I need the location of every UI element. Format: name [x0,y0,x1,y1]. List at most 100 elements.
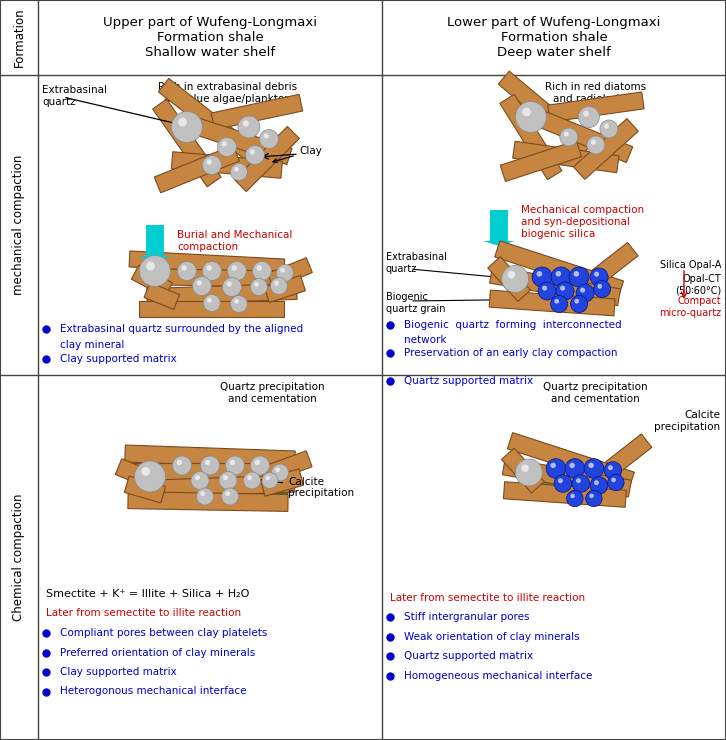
Text: Clay supported matrix: Clay supported matrix [60,667,176,677]
Circle shape [277,264,293,281]
Polygon shape [139,301,285,317]
Text: Biogenic  quartz  forming  interconnected: Biogenic quartz forming interconnected [404,320,621,330]
Text: Mechanical compaction
and syn-depositional
biogenic silica: Mechanical compaction and syn-deposition… [521,206,644,238]
Text: Later from semectite to illite reaction: Later from semectite to illite reaction [46,608,241,619]
Circle shape [221,488,239,505]
Circle shape [571,494,575,498]
Circle shape [550,462,556,468]
Polygon shape [547,92,644,122]
Text: Preservation of an early clay compaction: Preservation of an early clay compaction [404,348,618,358]
Polygon shape [211,94,303,130]
Circle shape [253,261,272,280]
Circle shape [594,272,599,277]
Circle shape [134,461,166,492]
Text: Clay: Clay [273,146,322,163]
Circle shape [574,271,579,277]
Circle shape [608,474,624,491]
Circle shape [207,159,212,164]
Text: Stiff intergranular pores: Stiff intergranular pores [404,612,529,622]
Text: Biogenic
quartz grain: Biogenic quartz grain [386,292,446,314]
Circle shape [560,128,578,146]
Circle shape [611,477,616,482]
Text: clay mineral: clay mineral [60,340,124,349]
Circle shape [146,262,155,270]
Circle shape [556,282,574,300]
Text: Silica Opal-A: Silica Opal-A [660,260,721,270]
Text: Calcite
precipitation: Calcite precipitation [254,477,354,499]
Circle shape [574,299,579,303]
Circle shape [197,280,202,286]
Circle shape [272,464,288,481]
Circle shape [569,462,575,468]
Circle shape [546,459,566,478]
Text: Rich in extrabasinal debris
and blue algae/plankton: Rich in extrabasinal debris and blue alg… [158,82,297,104]
Circle shape [250,456,269,475]
Circle shape [200,456,219,475]
Polygon shape [129,251,285,275]
Circle shape [515,459,542,486]
Circle shape [217,138,237,156]
Circle shape [264,133,269,138]
Circle shape [594,280,611,297]
Text: Quartz supported matrix: Quartz supported matrix [404,651,533,661]
Circle shape [223,475,228,480]
Polygon shape [488,257,531,301]
Circle shape [591,140,596,144]
Text: Rich in red diatoms
and radiolarians: Rich in red diatoms and radiolarians [544,82,646,104]
Circle shape [590,268,608,286]
Circle shape [532,267,552,287]
Polygon shape [500,141,582,181]
Circle shape [225,491,230,496]
Circle shape [177,261,196,280]
Circle shape [250,278,267,295]
Text: Extrabasinal quartz surrounded by the aligned: Extrabasinal quartz surrounded by the al… [60,324,303,334]
Text: mechanical compaction: mechanical compaction [12,155,25,295]
Circle shape [597,284,602,289]
Polygon shape [507,433,635,488]
Text: Preferred orientation of clay minerals: Preferred orientation of clay minerals [60,648,256,658]
Text: Chemical compaction: Chemical compaction [12,494,25,622]
Circle shape [182,266,187,271]
Circle shape [280,268,285,272]
Circle shape [608,465,613,470]
Circle shape [521,465,529,472]
Circle shape [565,459,584,478]
Circle shape [569,267,589,287]
Circle shape [275,468,280,472]
Polygon shape [513,141,619,172]
Polygon shape [606,434,652,475]
Text: Formation: Formation [12,7,25,67]
Circle shape [576,284,594,302]
Circle shape [254,282,259,286]
Circle shape [229,460,235,465]
Circle shape [586,491,602,507]
Circle shape [551,267,571,287]
Polygon shape [587,474,617,494]
Circle shape [238,116,260,138]
Text: Heterogonous mechanical interface: Heterogonous mechanical interface [60,687,247,696]
Circle shape [522,108,531,116]
Circle shape [583,111,589,117]
Polygon shape [489,290,615,316]
Circle shape [234,167,239,172]
Circle shape [227,281,232,286]
Polygon shape [147,283,297,305]
Polygon shape [503,482,627,507]
Circle shape [262,473,278,488]
Text: Calcite
precipitation: Calcite precipitation [654,410,720,431]
Circle shape [171,112,203,143]
Polygon shape [502,448,544,493]
Circle shape [274,281,279,286]
Text: Clay supported matrix: Clay supported matrix [60,354,176,364]
Circle shape [205,460,210,465]
Circle shape [230,295,248,312]
Circle shape [203,295,221,312]
Text: Smectite + K⁺ = Illite + Silica + H₂O: Smectite + K⁺ = Illite + Silica + H₂O [46,589,249,599]
Polygon shape [129,475,295,498]
Circle shape [555,271,561,277]
Polygon shape [533,471,557,491]
Polygon shape [261,469,303,497]
Polygon shape [542,273,579,295]
Polygon shape [575,281,605,299]
Circle shape [584,459,604,478]
